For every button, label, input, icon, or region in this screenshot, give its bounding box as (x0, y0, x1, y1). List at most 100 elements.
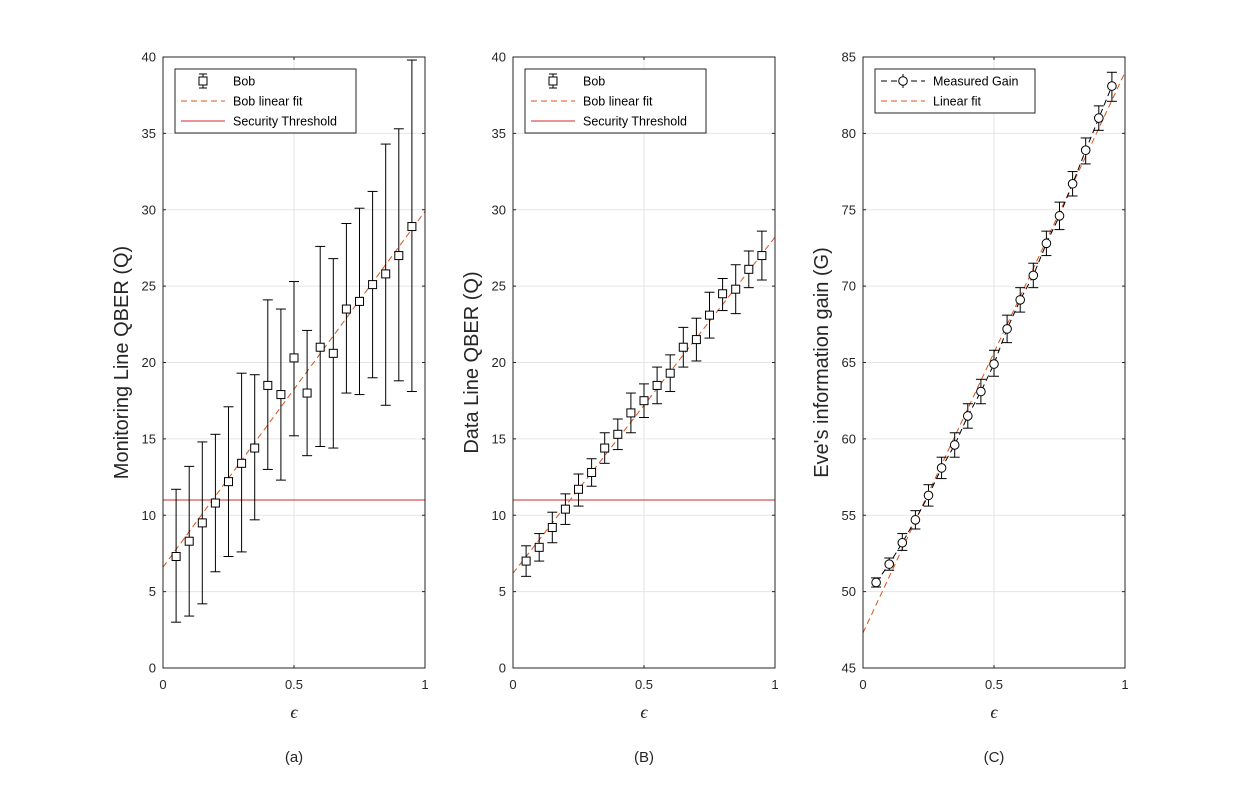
data-point (652, 380, 662, 390)
y-axis-label: Monitoring Line QBER (Q) (111, 246, 133, 479)
data-point-bg (1042, 239, 1051, 248)
data-point (731, 284, 741, 294)
data-point (600, 443, 610, 453)
data-point (936, 463, 947, 473)
legend-label: Linear fit (933, 95, 981, 109)
data-point-bg (250, 444, 259, 453)
x-tick-label: 0.5 (985, 677, 1003, 692)
data-point-bg (172, 552, 181, 561)
y-tick-label: 10 (142, 508, 156, 523)
data-point-bg (1029, 271, 1038, 280)
data-point (1028, 270, 1039, 281)
data-point-bg (679, 343, 688, 352)
data-point (224, 477, 233, 487)
data-point-bg (394, 251, 403, 260)
data-point (757, 251, 767, 261)
y-axis-label: Eve's information gain (G) (811, 247, 833, 478)
data-point (639, 396, 649, 406)
data-point (184, 536, 194, 546)
y-tick-label: 40 (492, 50, 506, 65)
data-point (355, 296, 364, 306)
data-point (574, 484, 583, 494)
data-point (884, 559, 895, 569)
data-point-bg (692, 335, 701, 344)
data-point (302, 388, 312, 398)
data-point (276, 390, 286, 400)
x-axis-label: ϵ (290, 702, 298, 722)
data-point-bg (329, 349, 338, 358)
data-point-bg (1015, 295, 1025, 305)
data-point (989, 359, 999, 369)
y-tick-label: 25 (142, 279, 156, 294)
data-point (315, 342, 325, 352)
linear-fit-line (863, 72, 1125, 634)
y-tick-label: 5 (499, 584, 506, 599)
data-point (691, 335, 701, 345)
data-point-bg (666, 369, 675, 378)
data-point-bg (950, 440, 959, 450)
legend-label: Security Threshold (583, 115, 687, 129)
data-point-bg (898, 538, 907, 548)
data-point (341, 304, 351, 314)
y-tick-label: 75 (842, 202, 856, 217)
x-tick-label: 0.5 (635, 677, 653, 692)
data-point-bg (924, 491, 933, 500)
data-point-bg (976, 387, 986, 396)
data-point (1094, 113, 1104, 123)
legend-label: Bob (583, 75, 605, 89)
data-point (407, 222, 417, 232)
data-point-bg (1055, 211, 1064, 221)
legend-swatch-marker (198, 76, 208, 86)
legend: Bob Bob linear fit Security Threshold (524, 68, 707, 134)
data-point-bg (911, 515, 920, 525)
x-tick-label: 0.5 (285, 677, 303, 692)
data-point-bg (1094, 113, 1104, 123)
data-point (1067, 178, 1078, 189)
data-point (678, 342, 688, 352)
panel-caption: (a) (285, 749, 303, 766)
data-point (263, 380, 273, 390)
legend-label: Measured Gain (933, 75, 1019, 89)
legend-label: Bob linear fit (583, 95, 653, 109)
data-point (1054, 211, 1065, 221)
y-tick-label: 60 (842, 431, 856, 446)
data-point-bg (522, 557, 531, 566)
y-tick-label: 10 (492, 508, 506, 523)
data-point-bg (989, 359, 999, 369)
y-tick-label: 70 (842, 279, 856, 294)
data-point (197, 518, 207, 528)
data-point-bg (1002, 324, 1012, 334)
y-tick-label: 65 (842, 355, 856, 370)
y-tick-label: 0 (149, 661, 156, 676)
x-tick-label: 1 (1121, 677, 1128, 692)
data-point-bg (718, 289, 727, 298)
data-point (521, 556, 531, 566)
data-point (897, 537, 908, 548)
data-point-bg (1081, 145, 1090, 155)
data-point-bg (381, 269, 390, 278)
y-tick-label: 55 (842, 508, 856, 523)
data-point-bg (303, 389, 312, 398)
data-point-bg (290, 353, 298, 362)
y-tick-label: 40 (142, 50, 156, 65)
data-point-bg (198, 518, 207, 527)
x-tick-label: 1 (771, 677, 778, 692)
y-tick-label: 25 (492, 279, 506, 294)
y-tick-label: 0 (499, 661, 506, 676)
x-tick-label: 1 (421, 677, 428, 692)
data-point-bg (587, 468, 596, 477)
y-tick-label: 20 (142, 355, 156, 370)
data-point-bg (548, 523, 557, 532)
y-tick-label: 80 (842, 126, 856, 141)
x-tick-label: 0 (159, 677, 166, 692)
legend-swatch-marker (898, 76, 908, 86)
data-point-bg (937, 463, 946, 473)
data-point (976, 386, 986, 397)
data-point-bg (263, 381, 272, 390)
data-point-bg (871, 578, 881, 587)
panel-caption: (B) (634, 749, 654, 766)
legend: Measured Gain Linear fit (874, 68, 1036, 114)
